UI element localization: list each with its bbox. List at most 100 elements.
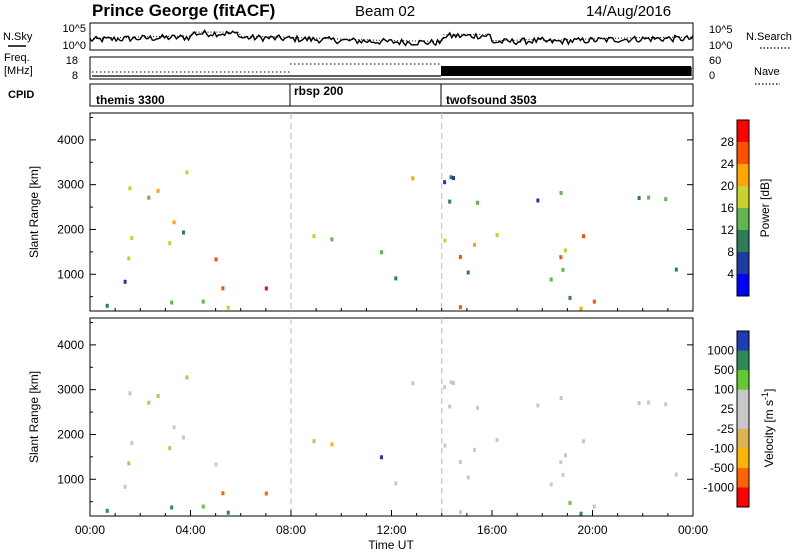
x-tick-label: 12:00 (376, 523, 406, 537)
velocity-colorbar-segment (737, 331, 749, 352)
power-colorbar-segment (737, 230, 749, 253)
velocity-cell (264, 491, 268, 496)
freq-label-1: Freq. (4, 52, 30, 64)
velocity-cell (495, 438, 499, 442)
velocity-cell (674, 472, 678, 477)
power-cell (549, 277, 553, 282)
velocity-cell (182, 435, 185, 440)
velocity-cell (476, 405, 479, 410)
power-colorbar-tick: 12 (721, 223, 735, 237)
power-cell (226, 305, 230, 310)
power-cell (380, 250, 383, 255)
velocity-colorbar-tick: -25 (717, 422, 735, 436)
nave-label: Nave (754, 66, 780, 78)
velocity-colorbar-tick: 100 (714, 383, 734, 397)
freq-tick-top: 18 (66, 55, 78, 67)
x-tick-label: 08:00 (276, 523, 306, 537)
mode-change-lines (290, 113, 443, 516)
power-cell (448, 199, 452, 204)
velocity-colorbar-tick: 1000 (707, 344, 734, 358)
freq-tick-bottom: 8 (72, 70, 78, 82)
power-cell (536, 198, 540, 203)
power-cell (443, 180, 447, 185)
power-colorbar-label: Power [dB] (758, 179, 772, 238)
velocity-ylabel: Slant Range [km] (27, 371, 41, 463)
velocity-colorbar-segment (737, 389, 749, 410)
x-tick-label: 00:00 (75, 523, 105, 537)
velocity-cell (582, 439, 585, 444)
power-cell (458, 305, 462, 310)
power-colorbar-tick: 16 (721, 201, 735, 215)
nave-tick-bottom: 0 (709, 70, 715, 82)
power-cell (473, 242, 476, 247)
velocity-cell (312, 439, 316, 444)
power-y-axis: 1000 2000 3000 4000 (57, 116, 693, 298)
velocity-cell (201, 504, 205, 509)
velocity-cell (221, 491, 225, 496)
velocity-cell (147, 400, 151, 405)
velocity-colorbar-segment (737, 428, 749, 449)
velocity-cell (647, 400, 651, 405)
velocity-cell (466, 475, 470, 480)
velocity-colorbar-segment (737, 409, 749, 430)
power-cell (221, 286, 225, 291)
velocity-colorbar: 1000 500 100 25 -25 -100 -500 -1000 (703, 330, 750, 508)
power-cell (156, 188, 160, 193)
velocity-cell (172, 425, 176, 430)
power-cell (127, 256, 131, 261)
power-cell (264, 286, 268, 291)
cpid-segment-2: rbsp 200 (294, 84, 344, 98)
power-cell (476, 200, 479, 205)
x-tick-label: 20:00 (577, 523, 607, 537)
power-cell (452, 176, 455, 181)
velocity-colorbar-label: Velocity [m s-1] (760, 389, 776, 468)
y-tick-label: 4000 (57, 338, 84, 352)
velocity-cell (105, 508, 109, 513)
velocity-cell (130, 441, 134, 446)
cpid-label: CPID (8, 89, 34, 101)
velocity-cell (637, 401, 641, 405)
power-colorbar-tick: 20 (721, 179, 735, 193)
velocity-cell (168, 446, 172, 451)
power-cell (579, 306, 583, 311)
power-colorbar-segment (737, 120, 749, 143)
velocity-cell (128, 391, 132, 396)
power-cell (312, 234, 316, 239)
velocity-y-axis: 1000 2000 3000 4000 (57, 321, 693, 503)
power-colorbar-tick: 4 (727, 267, 734, 281)
power-cell (559, 255, 563, 260)
velocity-colorbar-frame (736, 330, 750, 508)
power-ylabel: Slant Range [km] (27, 166, 41, 258)
power-panel (89, 112, 694, 312)
velocity-cell (127, 461, 131, 466)
x-tick-label: 16:00 (477, 523, 507, 537)
power-colorbar-segment (737, 252, 749, 275)
velocity-panel (89, 317, 694, 517)
y-tick-label: 2000 (57, 222, 84, 236)
power-cell (168, 241, 172, 246)
x-axis-label: Time UT (368, 538, 414, 552)
velocity-cell (156, 393, 160, 398)
velocity-label-main: Velocity [m s (762, 400, 776, 467)
velocity-cell (568, 500, 572, 505)
velocity-colorbar-segment (737, 370, 749, 391)
velocity-colorbar-tick: -100 (710, 441, 734, 455)
power-colorbar-tick: 8 (727, 245, 734, 259)
noise-tick-top-left: 10^5 (62, 23, 86, 35)
power-colorbar-segment (737, 186, 749, 209)
power-cell (214, 257, 218, 262)
velocity-cell (452, 381, 455, 386)
velocity-cell (473, 447, 476, 452)
velocity-cell (380, 455, 383, 460)
velocity-cell (443, 443, 447, 448)
velocity-label-close: ] (762, 389, 776, 392)
velocity-cell (394, 481, 398, 486)
power-cell (394, 276, 398, 281)
nsky-label: N.Sky (3, 31, 33, 43)
y-tick-label: 3000 (57, 178, 84, 192)
velocity-cell (549, 482, 553, 487)
velocity-cell (226, 510, 230, 515)
power-cell (664, 197, 668, 202)
power-cell (170, 300, 174, 305)
velocity-colorbar-segment (737, 467, 749, 488)
